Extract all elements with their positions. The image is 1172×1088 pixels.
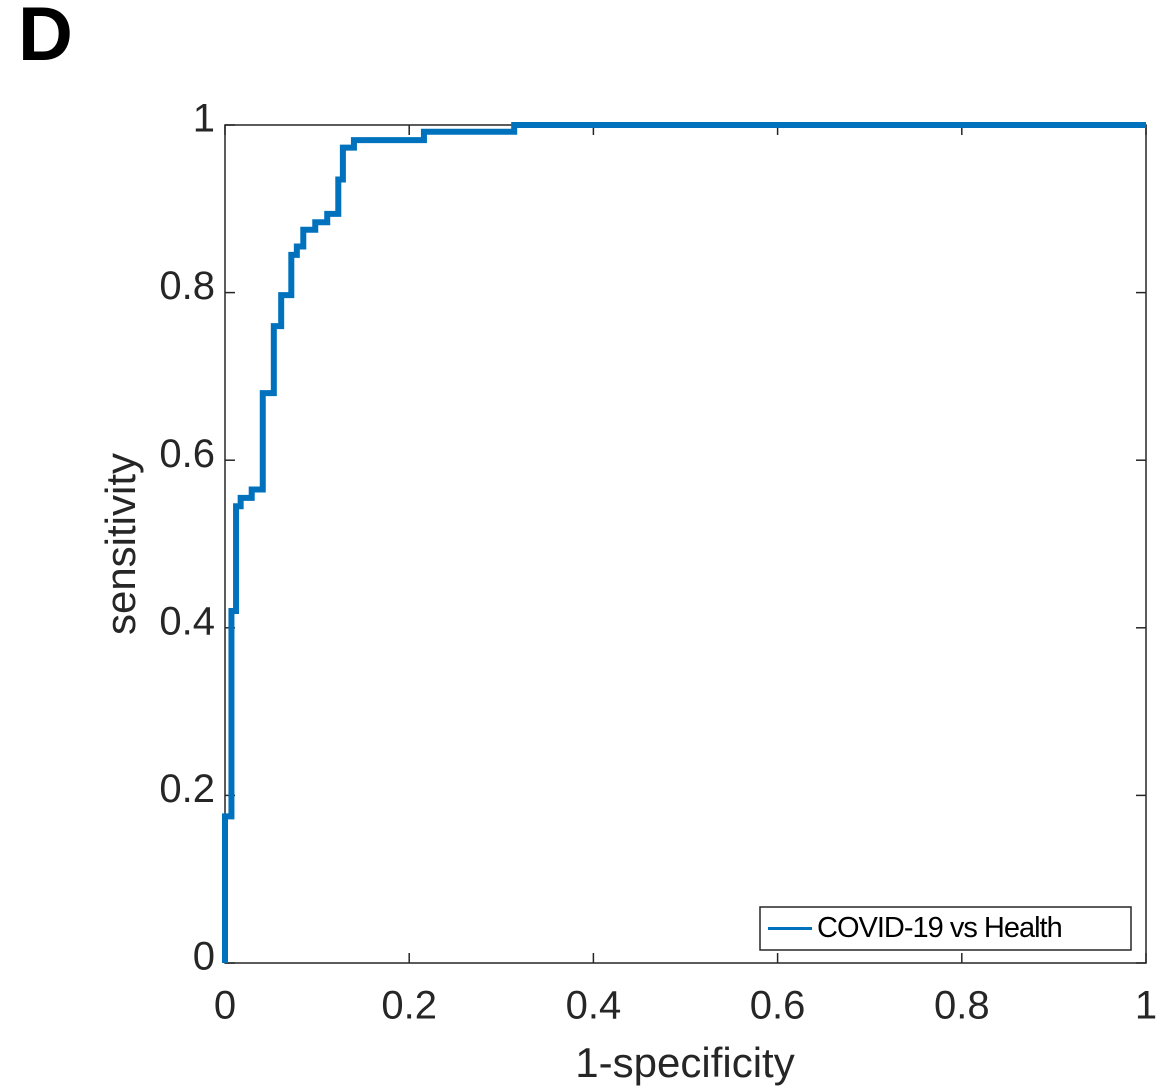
- x-axis-label: 1-specificity: [575, 1039, 794, 1086]
- roc-line: [222, 122, 1146, 963]
- x-tick-label: 0.8: [934, 984, 990, 1028]
- y-tick-label: 0.4: [159, 599, 215, 643]
- x-tick-label: 1: [1135, 984, 1157, 1028]
- y-tick-label: 0.2: [159, 767, 215, 811]
- y-tick-label: 1: [193, 97, 215, 141]
- axes-box: [224, 124, 1147, 964]
- panel-label: D: [18, 0, 73, 77]
- x-tick-label: 0.6: [750, 984, 806, 1028]
- x-tick-label: 0: [214, 984, 236, 1028]
- y-axis-label: sensitivity: [97, 453, 144, 635]
- y-tick-label: 0: [193, 935, 215, 979]
- legend-label: COVID-19 vs Health: [817, 912, 1062, 944]
- y-tick-label: 0.6: [159, 432, 215, 476]
- y-tick-label: 0.8: [159, 264, 215, 308]
- legend-box: [759, 906, 1132, 951]
- x-tick-label: 0.4: [566, 984, 622, 1028]
- x-tick-label: 0.2: [381, 984, 437, 1028]
